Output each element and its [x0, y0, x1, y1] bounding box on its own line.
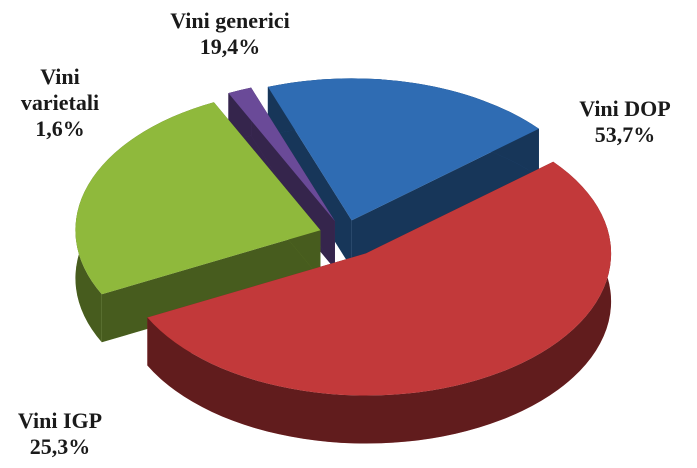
slice-label: Vini IGP 25,3% [0, 408, 120, 460]
slice-label: Vini varietali 1,6% [10, 64, 110, 142]
slice [147, 161, 612, 396]
value-label: 1,6% [35, 116, 85, 141]
slice-label: Vini generici 19,4% [170, 8, 290, 60]
slice-shade [101, 230, 321, 343]
slice [75, 102, 321, 295]
category-label: Vini generici [170, 8, 290, 33]
category-label: Vini varietali [20, 64, 100, 115]
slice [228, 87, 335, 222]
slice-shade [351, 128, 539, 269]
slice-label: Vini DOP 53,7% [555, 96, 695, 148]
slice [267, 78, 539, 221]
category-label: Vini IGP [17, 408, 103, 433]
value-label: 19,4% [199, 34, 261, 59]
value-label: 25,3% [29, 434, 91, 459]
value-label: 53,7% [594, 122, 656, 147]
category-label: Vini DOP [579, 96, 671, 121]
